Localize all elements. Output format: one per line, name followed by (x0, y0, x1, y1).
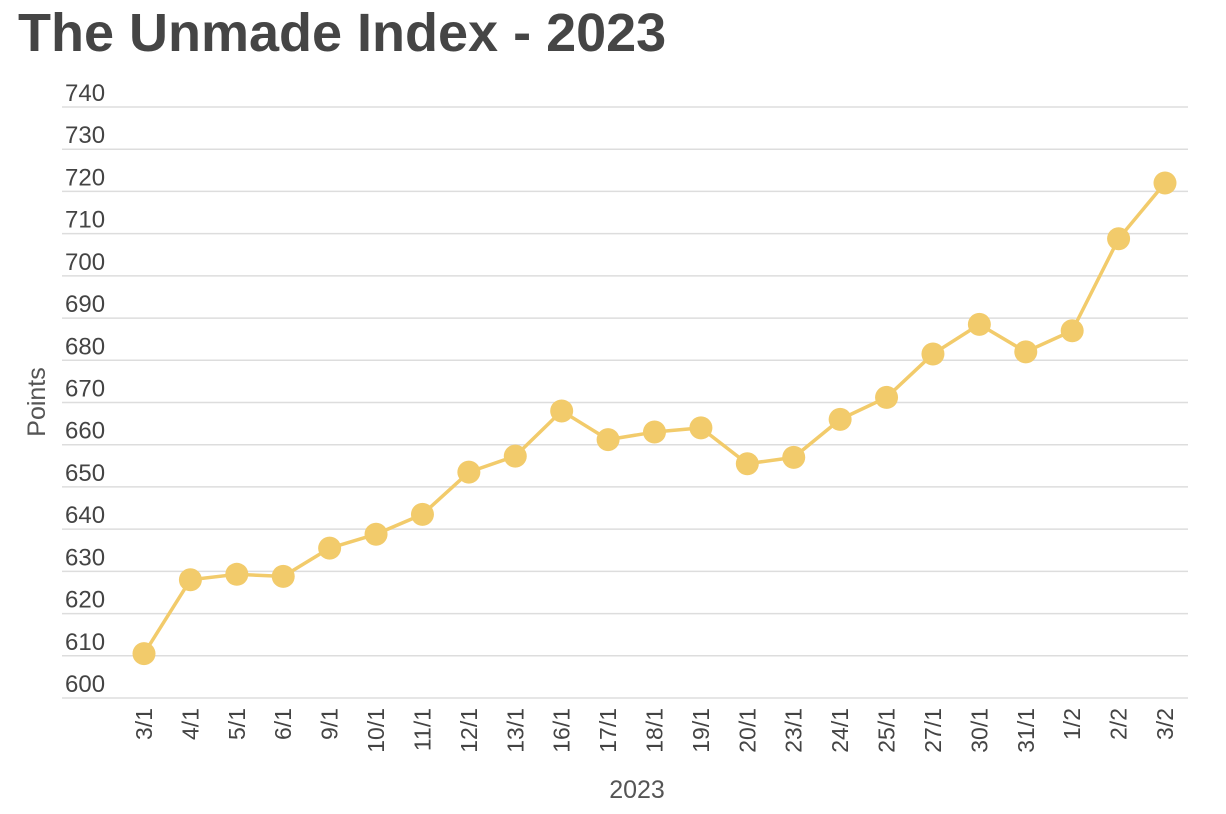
data-point (1153, 171, 1177, 195)
data-point (550, 399, 574, 423)
y-tick-label: 610 (65, 629, 105, 656)
data-point (364, 522, 388, 546)
gridlines (62, 106, 1188, 699)
x-tick-label: 13/1 (502, 708, 528, 753)
x-tick-label: 27/1 (920, 708, 946, 753)
data-point (132, 642, 156, 666)
y-tick-label: 650 (65, 460, 105, 487)
y-tick-label: 690 (65, 291, 105, 318)
y-axis-label: Points (23, 367, 51, 436)
series-line-group (132, 171, 1177, 666)
data-point (1060, 319, 1084, 343)
x-tick-label: 30/1 (966, 708, 992, 753)
y-tick-label: 630 (65, 544, 105, 571)
x-tick-label: 24/1 (827, 708, 853, 753)
data-point (503, 444, 527, 468)
x-axis-label: 2023 (609, 776, 665, 804)
x-tick-label: 2/2 (1106, 708, 1132, 740)
y-tick-label: 700 (65, 249, 105, 276)
x-tick-label: 23/1 (781, 708, 807, 753)
y-tick-label: 710 (65, 207, 105, 234)
x-tick-label: 3/2 (1152, 708, 1178, 740)
x-tick-label: 11/1 (409, 708, 435, 751)
x-tick-label: 19/1 (688, 708, 714, 753)
x-tick-label: 1/2 (1059, 708, 1085, 740)
data-point (689, 416, 713, 440)
data-point (457, 460, 481, 484)
x-tick-label: 12/1 (456, 708, 482, 753)
data-point (225, 562, 249, 586)
data-point (178, 568, 202, 592)
data-point (271, 564, 295, 588)
y-tick-label: 730 (65, 122, 105, 149)
series-line (142, 181, 1167, 655)
y-tick-label: 720 (65, 164, 105, 191)
data-point (318, 536, 342, 560)
x-tick-label: 6/1 (270, 708, 296, 740)
data-point (1014, 340, 1038, 364)
y-tick-label: 680 (65, 333, 105, 360)
x-tick-label: 3/1 (131, 708, 157, 740)
x-tick-label: 18/1 (642, 708, 668, 753)
x-tick-label: 31/1 (1013, 708, 1039, 753)
x-tick-label: 5/1 (224, 708, 250, 740)
data-point (875, 385, 899, 409)
chart-title: The Unmade Index - 2023 (18, 3, 667, 63)
y-tick-label: 600 (65, 671, 105, 698)
x-axis-ticks: 3/1 4/1 5/1 6/1 9/1 10/1 11/1 12/1 13/1 16/1 17/1 1… (131, 708, 1178, 753)
y-tick-label: 620 (65, 587, 105, 614)
x-tick-label: 4/1 (177, 708, 203, 740)
data-point (735, 452, 759, 476)
data-point (967, 312, 991, 336)
x-tick-label: 20/1 (734, 708, 760, 753)
data-point (828, 407, 852, 431)
x-tick-label: 10/1 (363, 708, 389, 753)
y-axis-ticks: 600 610 620 630 640 650 660 670 680 690 700 710 720 7… (65, 80, 105, 698)
data-point (410, 502, 434, 526)
data-point (921, 342, 945, 366)
y-tick-label: 660 (65, 418, 105, 445)
data-point (643, 420, 666, 444)
data-point (782, 445, 806, 469)
y-tick-label: 670 (65, 376, 105, 403)
x-tick-label: 25/1 (874, 708, 900, 753)
y-tick-label: 640 (65, 502, 105, 529)
data-point (1107, 227, 1131, 251)
x-tick-label: 17/1 (595, 708, 621, 753)
x-tick-label: 9/1 (317, 708, 343, 740)
y-tick-label: 740 (65, 80, 105, 107)
x-tick-label: 16/1 (549, 708, 575, 753)
data-point (596, 428, 620, 452)
